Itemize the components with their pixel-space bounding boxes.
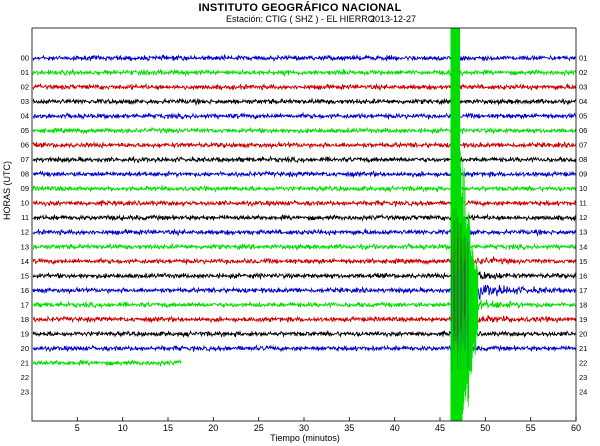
row-label-left: 19 bbox=[21, 329, 29, 338]
x-tick-label: 55 bbox=[526, 423, 536, 433]
trace-row-08 bbox=[32, 169, 577, 179]
trace-row-18 bbox=[32, 314, 577, 325]
x-tick-label: 20 bbox=[208, 423, 218, 433]
row-label-right: 20 bbox=[579, 329, 587, 338]
trace-row-20 bbox=[32, 344, 577, 353]
x-tick-label: 50 bbox=[480, 423, 490, 433]
trace-row-04 bbox=[32, 111, 577, 121]
x-tick-label: 25 bbox=[254, 423, 264, 433]
row-label-left: 20 bbox=[21, 344, 29, 353]
row-label-left: 10 bbox=[21, 199, 29, 208]
row-label-left: 00 bbox=[21, 54, 29, 63]
row-label-left: 08 bbox=[21, 170, 29, 179]
y-tick-labels-right: 01 02 03 04 05 06 07 08 09 10 11 12 13 14 15 16 17 18 19 20… bbox=[579, 54, 587, 397]
row-label-left: 04 bbox=[21, 112, 29, 121]
row-label-left: 09 bbox=[21, 184, 29, 193]
row-label-right: 08 bbox=[579, 155, 587, 164]
event-group bbox=[450, 28, 479, 421]
row-label-right: 18 bbox=[579, 300, 587, 309]
row-label-right: 23 bbox=[579, 373, 587, 382]
row-label-right: 10 bbox=[579, 184, 587, 193]
trace-row-05 bbox=[32, 126, 577, 135]
row-label-left: 11 bbox=[21, 213, 29, 222]
trace-row-03 bbox=[32, 97, 577, 107]
traces-group bbox=[32, 53, 577, 368]
x-tick-label: 5 bbox=[75, 423, 80, 433]
row-label-right: 11 bbox=[579, 199, 587, 208]
row-label-right: 15 bbox=[579, 257, 587, 266]
row-label-left: 21 bbox=[21, 358, 29, 367]
row-label-left: 02 bbox=[21, 83, 29, 92]
row-label-right: 09 bbox=[579, 170, 587, 179]
row-label-left: 18 bbox=[21, 315, 29, 324]
trace-row-19 bbox=[32, 329, 577, 339]
row-label-left: 06 bbox=[21, 141, 29, 150]
row-label-right: 03 bbox=[579, 83, 587, 92]
trace-row-14 bbox=[32, 255, 577, 267]
trace-row-06 bbox=[32, 141, 577, 150]
row-label-right: 01 bbox=[579, 54, 587, 63]
x-tick-label: 60 bbox=[571, 423, 581, 433]
row-label-right: 17 bbox=[579, 286, 587, 295]
row-label-right: 24 bbox=[579, 388, 587, 397]
x-tick-label: 40 bbox=[390, 423, 400, 433]
row-label-left: 12 bbox=[21, 228, 29, 237]
row-label-left: 14 bbox=[21, 257, 29, 266]
row-label-right: 12 bbox=[579, 213, 587, 222]
x-tick-label: 30 bbox=[299, 423, 309, 433]
row-label-left: 03 bbox=[21, 97, 29, 106]
trace-row-11 bbox=[32, 213, 577, 223]
row-label-right: 16 bbox=[579, 271, 587, 280]
event-spikes-1 bbox=[451, 224, 468, 357]
x-tick-label: 45 bbox=[435, 423, 445, 433]
row-label-right: 02 bbox=[579, 68, 587, 77]
station-label: Estación: CTIG ( SHZ ) - EL HIERRO bbox=[226, 14, 375, 24]
row-label-right: 14 bbox=[579, 242, 587, 251]
y-tick-labels-left: 00 01 02 03 04 05 06 07 08 09 10 11 12 13 14 15 16 17 18 19… bbox=[21, 54, 29, 397]
trace-row-07 bbox=[32, 155, 577, 164]
row-label-right: 22 bbox=[579, 358, 587, 367]
row-label-left: 17 bbox=[21, 300, 29, 309]
trace-row-00 bbox=[32, 53, 577, 63]
x-tick-label: 15 bbox=[163, 423, 173, 433]
row-label-right: 19 bbox=[579, 315, 587, 324]
x-tick-labels: 5 10 15 20 25 30 35 40 45 50 55 60 bbox=[75, 417, 581, 433]
y-axis-label: HORAS (UTC) bbox=[2, 161, 12, 220]
trace-row-17 bbox=[32, 299, 577, 312]
x-tick-label: 10 bbox=[118, 423, 128, 433]
trace-row-10 bbox=[32, 198, 577, 208]
chart-title: INSTITUTO GEOGRÁFICO NACIONAL bbox=[198, 2, 402, 14]
trace-row-02 bbox=[32, 82, 577, 92]
row-label-right: 13 bbox=[579, 228, 587, 237]
trace-row-15 bbox=[32, 270, 577, 281]
trace-row-01 bbox=[32, 68, 577, 78]
event-oscillation bbox=[450, 28, 479, 421]
row-label-right: 06 bbox=[579, 126, 587, 135]
date-label: 2013-12-27 bbox=[370, 14, 417, 24]
x-tick-label: 35 bbox=[344, 423, 354, 433]
row-label-left: 07 bbox=[21, 155, 29, 164]
row-label-right: 04 bbox=[579, 97, 587, 106]
row-label-left: 23 bbox=[21, 388, 29, 397]
row-label-left: 05 bbox=[21, 126, 29, 135]
row-label-right: 05 bbox=[579, 112, 587, 121]
x-axis-label: Tiempo (minutos) bbox=[270, 433, 340, 443]
trace-row-12 bbox=[32, 228, 577, 237]
row-label-left: 15 bbox=[21, 271, 29, 280]
trace-row-21 bbox=[32, 358, 182, 368]
row-label-right: 07 bbox=[579, 141, 587, 150]
row-label-left: 13 bbox=[21, 242, 29, 251]
row-label-right: 21 bbox=[579, 344, 587, 353]
row-label-left: 22 bbox=[21, 373, 29, 382]
event-spikes-2 bbox=[451, 238, 469, 371]
trace-row-16 bbox=[32, 279, 577, 300]
trace-row-09 bbox=[32, 184, 577, 194]
trace-row-13 bbox=[32, 242, 577, 251]
row-label-left: 16 bbox=[21, 286, 29, 295]
row-label-left: 01 bbox=[21, 68, 29, 77]
event-spikes-0 bbox=[451, 208, 466, 344]
